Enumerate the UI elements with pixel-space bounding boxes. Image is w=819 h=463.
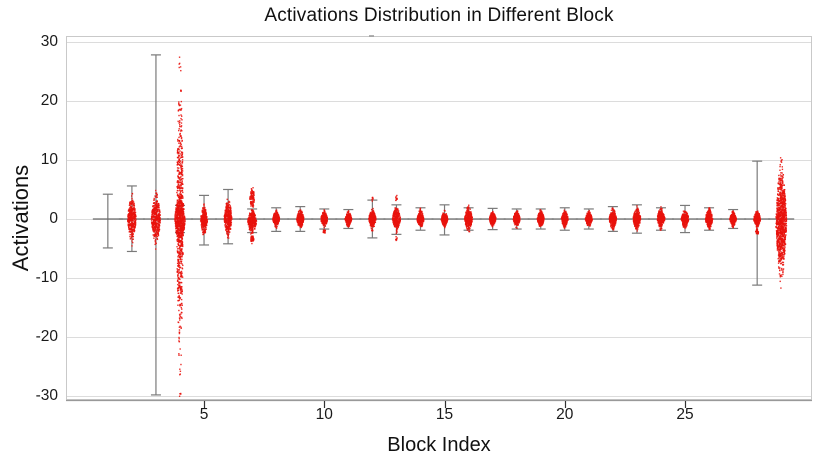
y-tick-label: -10 (35, 269, 58, 287)
y-tick-label: 0 (49, 210, 58, 227)
y-tick-label: 10 (40, 150, 58, 168)
x-tick-label: 5 (199, 406, 209, 423)
x-tick-label: 15 (435, 406, 454, 423)
x-axis-label: Block Index (387, 434, 491, 456)
y-tick-label: 20 (40, 91, 58, 109)
chart-title: Activations Distribution in Different Bl… (264, 5, 614, 26)
y-tick-label: -20 (35, 328, 58, 346)
x-tick-label: 20 (556, 406, 574, 423)
stray-mark (369, 35, 374, 37)
y-tick-label: 30 (40, 32, 58, 50)
y-tick-label: -30 (35, 387, 58, 405)
x-tick-label: 25 (676, 406, 694, 423)
x-tick-label: 10 (315, 406, 333, 423)
